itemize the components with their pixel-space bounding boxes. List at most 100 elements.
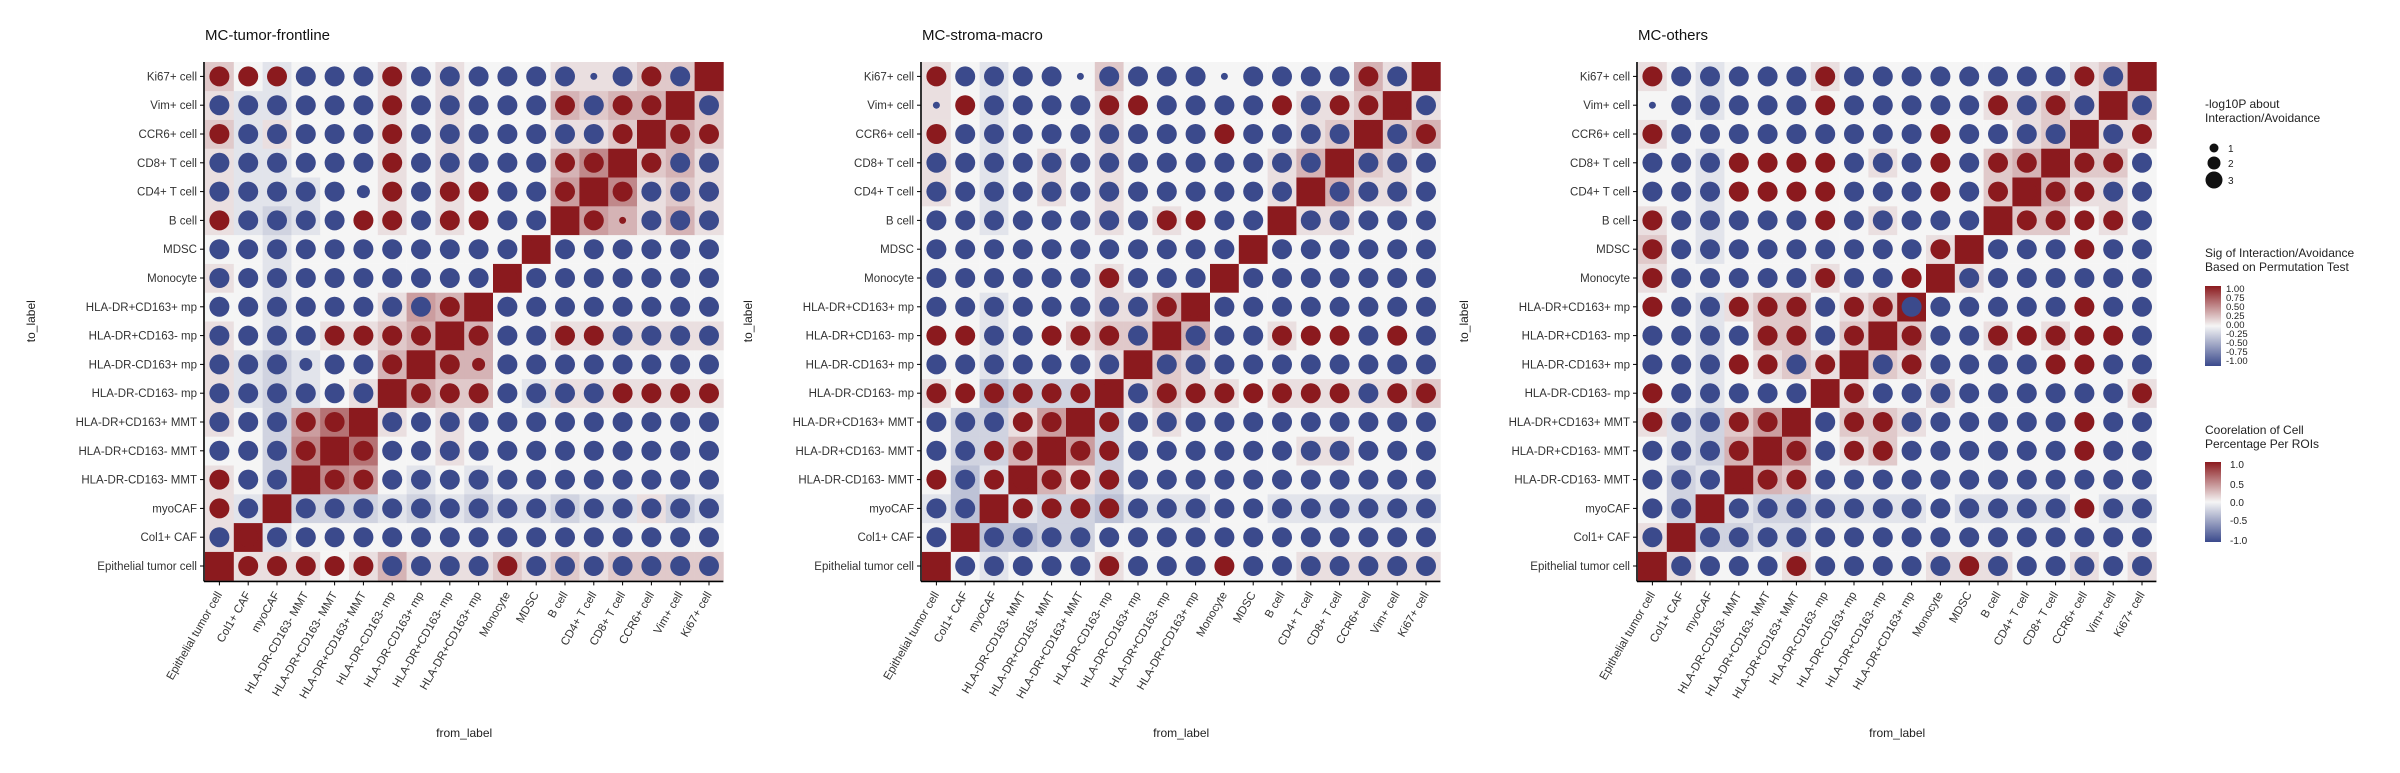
- y-tick-label: Epithelial tumor cell: [1530, 561, 1630, 573]
- heatmap-dot: [411, 181, 431, 202]
- heatmap-dot: [2016, 95, 2037, 116]
- y-tick-label: Epithelial tumor cell: [814, 561, 914, 573]
- heatmap-dot: [1329, 152, 1350, 173]
- heatmap-dot: [1099, 239, 1120, 260]
- heatmap-dot: [1156, 239, 1177, 260]
- heatmap-dot: [926, 412, 947, 432]
- heatmap-dot: [612, 383, 633, 404]
- size-legend-dot-2: [2207, 156, 2221, 170]
- heatmap-dot: [984, 469, 1004, 490]
- heatmap-dot: [1214, 527, 1235, 548]
- heatmap-dot: [1012, 66, 1033, 87]
- heatmap-dot: [411, 354, 431, 375]
- heatmap-dot: [926, 239, 947, 260]
- heatmap-dot: [497, 469, 518, 490]
- heatmap-dot: [1416, 239, 1436, 260]
- heatmap-dot: [1041, 124, 1062, 144]
- heatmap-dot: [1642, 469, 1663, 490]
- heatmap-dot: [1959, 440, 1980, 461]
- y-tick-label: HLA-DR-CD163- mp: [1525, 388, 1630, 400]
- heatmap-dot: [1099, 181, 1120, 202]
- heatmap-dot: [209, 95, 230, 116]
- heatmap-dot: [1156, 383, 1177, 404]
- heatmap-dot: [699, 181, 719, 202]
- heatmap-dot: [238, 268, 259, 288]
- heatmap-dot: [497, 181, 518, 202]
- heatmap-dot: [1844, 325, 1864, 346]
- heatmap-dot: [2074, 556, 2095, 576]
- heatmap-dot: [1358, 152, 1379, 173]
- heatmap-dot: [1988, 268, 2008, 288]
- heatmap-dot: [926, 498, 947, 519]
- heatmap-dot: [612, 124, 633, 144]
- heatmap-dot: [1185, 325, 1206, 346]
- heatmap-dot: [1872, 383, 1893, 404]
- heatmap-dot: [1099, 383, 1120, 404]
- y-tick-label: HLA-DR-CD163+ mp: [89, 359, 197, 371]
- heatmap-dot: [1243, 556, 1264, 576]
- heatmap-dot: [1185, 239, 1206, 260]
- heatmap-dot: [1757, 527, 1778, 548]
- heatmap-dot: [1959, 412, 1980, 432]
- heatmap-dot: [1128, 354, 1148, 375]
- heatmap-dot: [984, 498, 1004, 519]
- heatmap-dot: [1988, 181, 2008, 202]
- heatmap-dot: [439, 296, 460, 317]
- heatmap-dot: [411, 152, 431, 173]
- heatmap-dot: [295, 239, 316, 260]
- heatmap-dot: [267, 239, 287, 260]
- y-tick-label: HLA-DR-CD163+ mp: [1522, 359, 1630, 371]
- heatmap-dot: [1671, 124, 1692, 144]
- heatmap-dot: [1041, 268, 1062, 288]
- heatmap-dot: [1070, 296, 1091, 317]
- heatmap-dot: [1012, 440, 1033, 461]
- heatmap-dot: [1930, 527, 1951, 548]
- x-tick-label: B cell: [546, 590, 570, 620]
- heatmap-dot: [1041, 296, 1062, 317]
- heatmap-dot: [1243, 325, 1264, 346]
- y-tick-label: Monocyte: [147, 273, 197, 285]
- heatmap-dot: [1728, 210, 1749, 231]
- heatmap-dot: [1358, 124, 1379, 144]
- heatmap-dot: [468, 412, 489, 432]
- heatmap-dot: [353, 95, 374, 116]
- heatmap-dot: [1329, 124, 1350, 144]
- heatmap-dot: [497, 239, 518, 260]
- heatmap-dot: [1416, 95, 1436, 116]
- heatmap-dot: [1988, 498, 2008, 519]
- heatmap-dot: [1272, 498, 1292, 519]
- size-legend: -log10P about Interaction/Avoidance 1 2 …: [2205, 97, 2321, 189]
- heatmap-dot: [1786, 296, 1807, 317]
- legend: -log10P about Interaction/Avoidance 1 2 …: [2205, 97, 2355, 547]
- heatmap-dot: [2045, 95, 2066, 116]
- heatmap-dot: [1930, 181, 1951, 202]
- heatmap-dot: [267, 325, 287, 346]
- heatmap-dot: [1757, 66, 1778, 87]
- heatmap-dot: [2103, 152, 2124, 173]
- heatmap-dot: [238, 152, 259, 173]
- heatmap-dot: [1272, 66, 1292, 87]
- heatmap-dot: [1358, 440, 1379, 461]
- heatmap-dot: [926, 527, 947, 548]
- heatmap-dot: [1358, 412, 1379, 432]
- heatmap-dot: [1416, 124, 1436, 144]
- heatmap-dot: [1272, 152, 1292, 173]
- heatmap-dot: [1329, 354, 1350, 375]
- heatmap-dot: [2132, 469, 2152, 490]
- heatmap-dot: [1700, 498, 1720, 519]
- heatmap-dot: [1959, 210, 1980, 231]
- heatmap-dot: [1099, 296, 1120, 317]
- heatmap-dot: [411, 210, 431, 231]
- heatmap-dot: [1642, 412, 1663, 432]
- heatmap-dot: [2016, 268, 2037, 288]
- heatmap-dot: [2074, 268, 2095, 288]
- heatmap-dot: [1243, 95, 1264, 116]
- heatmap-dot: [984, 124, 1004, 144]
- heatmap-dot: [555, 383, 575, 404]
- heatmap-dot: [1300, 296, 1321, 317]
- heatmap-dot: [1671, 325, 1692, 346]
- heatmap-dot: [1642, 383, 1663, 404]
- heatmap-dot: [555, 354, 575, 375]
- heatmap-dot: [1815, 181, 1836, 202]
- heatmap-dot: [955, 325, 976, 346]
